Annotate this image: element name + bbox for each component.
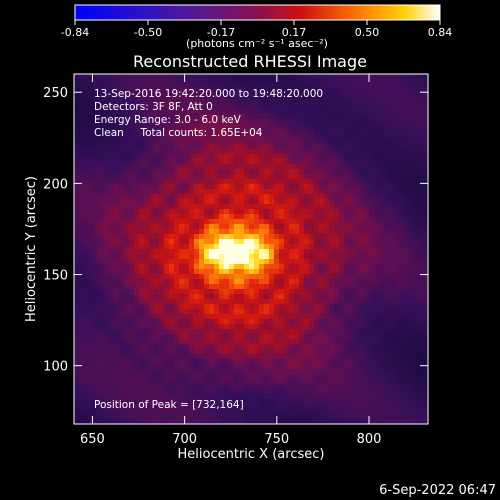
plot-frame xyxy=(73,73,429,425)
annotation-detectors: Detectors: 3F 8F, Att 0 xyxy=(94,101,213,113)
annotation-clean-counts: Clean Total counts: 1.65E+04 xyxy=(94,127,263,139)
x-axis-label: Heliocentric X (arcsec) xyxy=(178,447,325,462)
heatmap-image xyxy=(74,74,428,424)
annotation-energy-range: Energy Range: 3.0 - 6.0 keV xyxy=(94,114,242,126)
chart-title: Reconstructed RHESSI Image xyxy=(133,52,367,71)
colorbar-tick-label: -0.50 xyxy=(134,26,162,39)
colorbar-ticks: -0.84 -0.50 -0.17 0.17 0.50 0.84 xyxy=(61,20,452,39)
y-tick-label: 150 xyxy=(43,269,68,284)
colorbar-tick-label: -0.84 xyxy=(61,26,89,39)
colorbar-tick-label: 0.84 xyxy=(428,26,453,39)
x-tick-label: 650 xyxy=(80,432,105,447)
peak-position-label: Position of Peak = [732,164] xyxy=(94,399,244,411)
y-tick-label: 250 xyxy=(43,86,68,101)
colorbar-tick-label: 0.50 xyxy=(355,26,380,39)
y-axis-label: Heliocentric Y (arcsec) xyxy=(24,176,39,322)
footer-date: 6-Sep-2022 06:47 xyxy=(379,483,496,498)
colorbar-label: (photons cm⁻² s⁻¹ asec⁻²) xyxy=(186,37,328,50)
colorbar-tick-label: -0.17 xyxy=(207,26,235,39)
x-tick-label: 750 xyxy=(264,432,289,447)
x-tick-label: 800 xyxy=(357,432,382,447)
y-tick-label: 200 xyxy=(43,177,68,192)
y-axis-ticks: 100 150 200 250 xyxy=(43,86,428,375)
annotation-time-range: 13-Sep-2016 19:42:20.000 to 19:48:20.000 xyxy=(94,88,323,100)
colorbar xyxy=(74,4,441,21)
colorbar-tick-label: 0.17 xyxy=(282,26,307,39)
y-tick-label: 100 xyxy=(43,360,68,375)
x-tick-label: 700 xyxy=(172,432,197,447)
x-axis-ticks: 650 700 750 800 xyxy=(80,74,381,447)
